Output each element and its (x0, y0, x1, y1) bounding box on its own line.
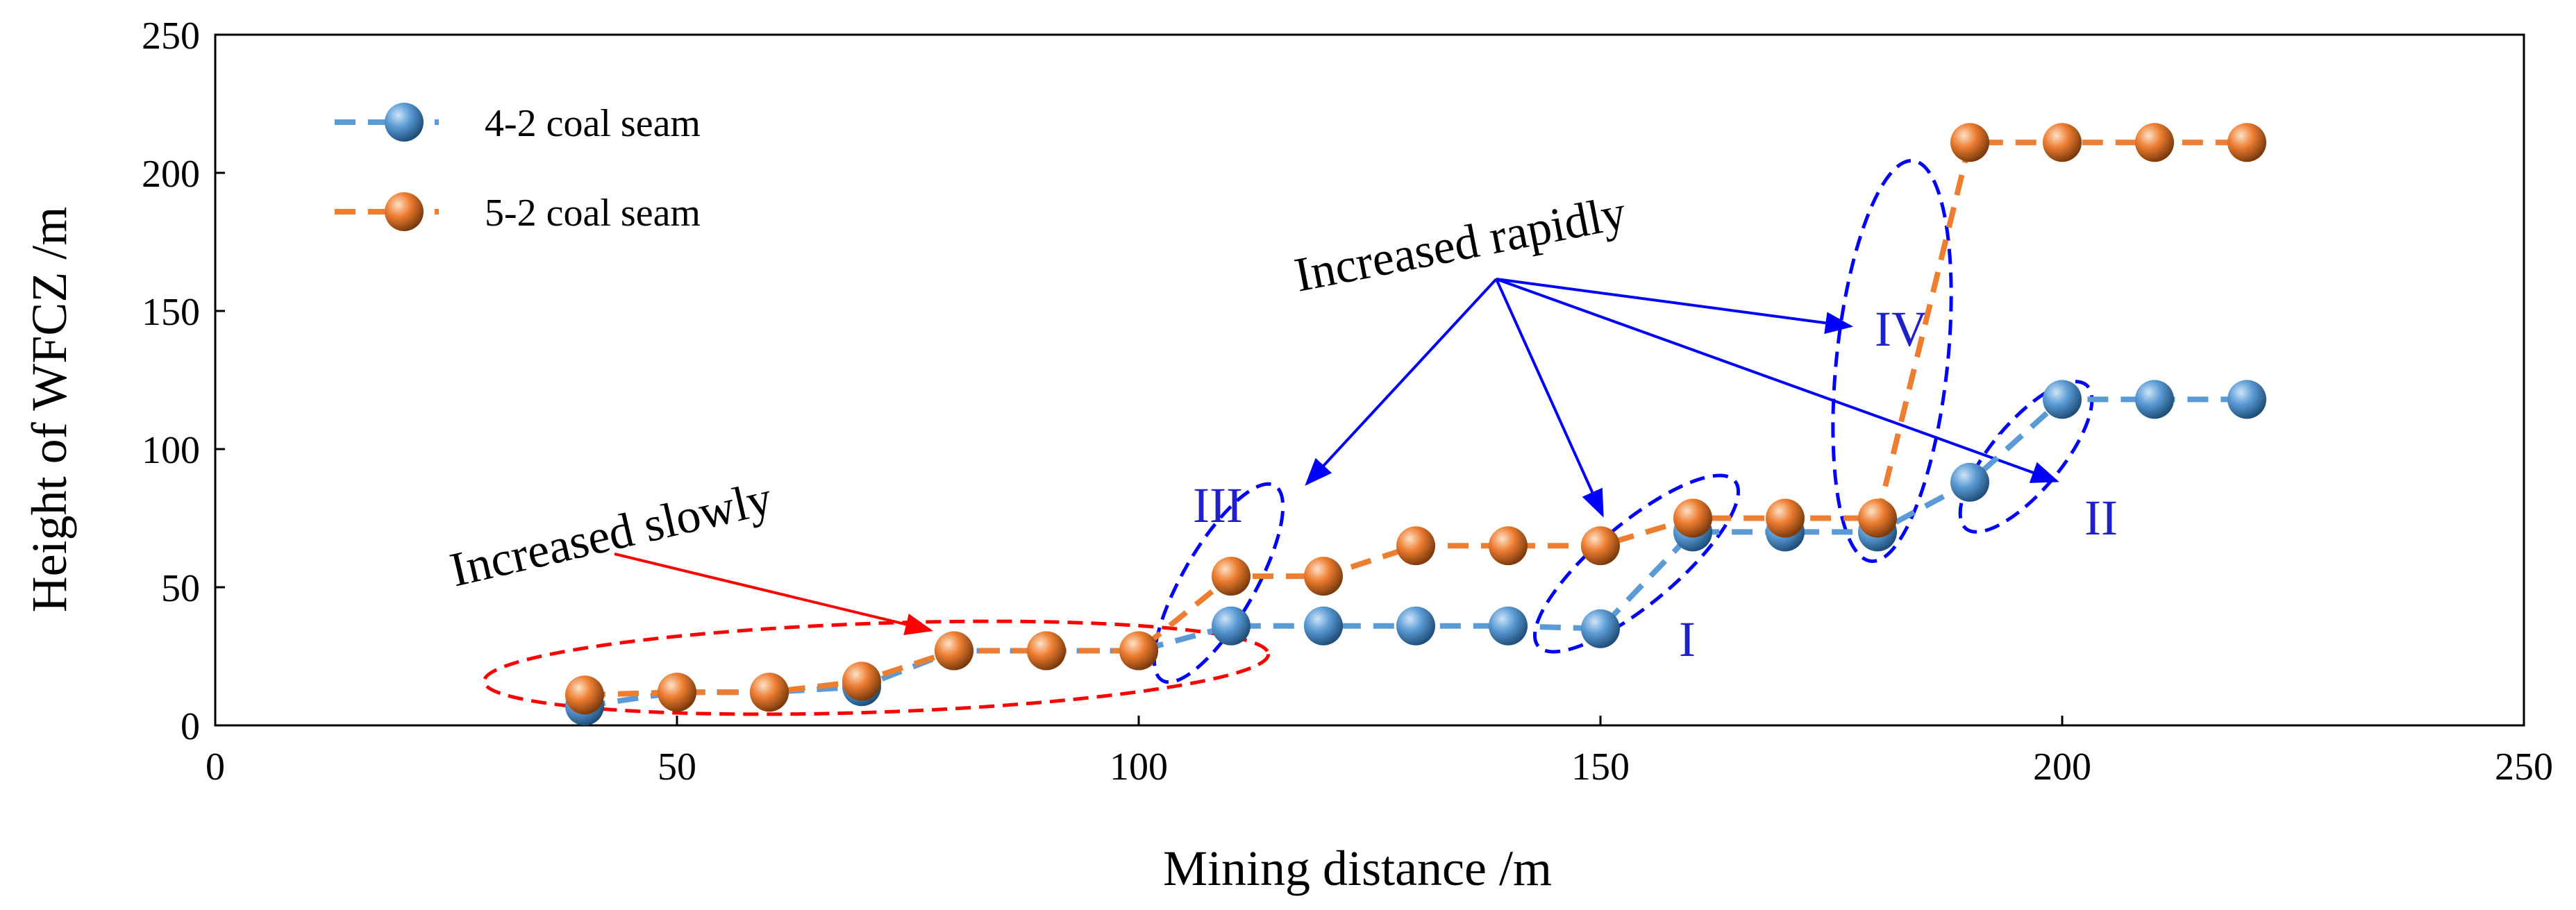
data-point-5-2-coal-seam (750, 673, 789, 712)
data-point-5-2-coal-seam (2043, 123, 2082, 162)
rapid-arrow-ii (1496, 278, 2059, 483)
legend-label-4-2: 4-2 coal seam (485, 102, 701, 145)
data-point-5-2-coal-seam (1212, 557, 1251, 596)
increased-rapidly-label: Increased rapidly (1290, 186, 1630, 303)
legend-marker-4-2 (385, 103, 424, 142)
y-tick-label: 200 (142, 153, 200, 196)
data-point-5-2-coal-seam (1396, 526, 1435, 566)
data-point-4-2-coal-seam (1396, 606, 1435, 646)
y-tick-label: 100 (142, 429, 200, 472)
data-point-5-2-coal-seam (1119, 631, 1158, 671)
plot-area (214, 33, 2525, 727)
y-tick-label: 50 (161, 567, 200, 610)
x-tick-label: 100 (1110, 745, 1168, 789)
data-point-5-2-coal-seam (1950, 123, 1989, 162)
y-tick-label: 250 (142, 15, 200, 58)
rapid-arrow-i (1495, 278, 1604, 518)
y-tick-label: 150 (142, 291, 200, 334)
x-tick-label: 50 (658, 745, 696, 789)
slow-arrow (614, 553, 933, 636)
data-point-5-2-coal-seam (1581, 526, 1620, 566)
series-layer (565, 123, 2266, 726)
slow-region-ellipse (482, 619, 1271, 716)
rapid-arrow-iv (1496, 278, 1853, 335)
data-point-4-2-coal-seam (2043, 380, 2082, 419)
data-point-4-2-coal-seam (1304, 606, 1343, 646)
data-point-5-2-coal-seam (1673, 498, 1712, 538)
x-tick-label: 250 (2495, 745, 2553, 789)
data-point-4-2-coal-seam (2227, 380, 2266, 419)
y-tick-label: 0 (181, 705, 200, 748)
data-point-5-2-coal-seam (1027, 631, 1066, 671)
y-axis-ticks: 0 50 100 150 200 250 (142, 15, 225, 748)
data-point-5-2-coal-seam (2227, 123, 2266, 162)
data-point-4-2-coal-seam (1950, 462, 1989, 502)
data-point-5-2-coal-seam (1766, 498, 1805, 538)
rapid-arrow-iii (1305, 278, 1498, 486)
data-point-5-2-coal-seam (1489, 526, 1528, 566)
data-point-5-2-coal-seam (2135, 123, 2174, 162)
region-iii-ellipse (1152, 482, 1285, 684)
region-iv-ellipse (1831, 158, 1953, 564)
annotations: Increased slowly Increased rapidly III I… (445, 158, 2118, 716)
region-i-ellipse (1532, 473, 1741, 654)
legend: 4-2 coal seam 5-2 coal seam (335, 102, 701, 235)
data-point-5-2-coal-seam (1304, 557, 1343, 596)
data-point-4-2-coal-seam (1212, 606, 1251, 646)
data-point-5-2-coal-seam (658, 673, 696, 712)
x-axis-ticks: 0 50 100 150 200 250 (206, 716, 2553, 789)
increased-slowly-label: Increased slowly (445, 471, 777, 597)
x-tick-label: 200 (2033, 745, 2091, 789)
legend-label-5-2: 5-2 coal seam (485, 192, 701, 235)
region-iii-label: III (1193, 478, 1243, 533)
x-tick-label: 150 (1571, 745, 1630, 789)
data-point-4-2-coal-seam (1489, 606, 1528, 646)
data-point-5-2-coal-seam (842, 662, 881, 701)
legend-marker-5-2 (385, 192, 424, 231)
data-point-4-2-coal-seam (2135, 380, 2174, 419)
x-axis-title: Mining distance /m (1163, 841, 1552, 896)
data-point-5-2-coal-seam (935, 631, 973, 671)
data-point-5-2-coal-seam (1858, 498, 1897, 538)
data-point-4-2-coal-seam (1581, 609, 1620, 648)
x-tick-label: 0 (206, 745, 225, 789)
region-i-label: I (1679, 612, 1696, 667)
region-ii-label: II (2084, 490, 2118, 546)
y-axis-title: Height of WFCZ /m (22, 207, 77, 613)
data-point-5-2-coal-seam (565, 675, 604, 715)
